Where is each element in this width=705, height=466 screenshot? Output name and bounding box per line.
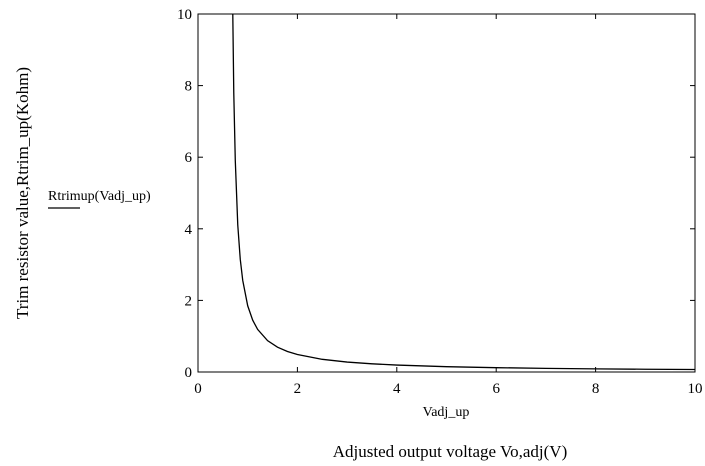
- x-tick-label: 0: [194, 381, 202, 397]
- tick-marks: [197, 13, 696, 373]
- x-tick-label: 2: [294, 381, 302, 397]
- x-tick-label: 6: [492, 381, 500, 397]
- y-tick-label: 6: [185, 150, 193, 166]
- x-tick-label: 4: [393, 381, 401, 397]
- x-tick-label: 10: [688, 381, 703, 397]
- y-tick-label: 2: [185, 293, 193, 309]
- x-tick-label: 8: [592, 381, 600, 397]
- y-tick-label: 8: [185, 79, 193, 95]
- series-line: [232, 13, 696, 371]
- x-tick-labels: 0 2 4 6 8 10: [194, 381, 702, 397]
- y-tick-label: 4: [185, 222, 193, 238]
- x-trace-label: Vadj_up: [423, 405, 470, 420]
- y-axis-title: Trim resistor value,Rtrim_up(Kohm): [13, 67, 32, 319]
- y-trace-label: Rtrimup(Vadj_up): [48, 189, 151, 204]
- y-tick-label: 10: [177, 7, 192, 23]
- y-tick-label: 0: [185, 365, 193, 381]
- plot-frame: [197, 13, 696, 373]
- x-axis-title: Adjusted output voltage Vo,adj(V): [333, 442, 568, 461]
- y-tick-labels: 0 2 4 6 8 10: [177, 7, 193, 381]
